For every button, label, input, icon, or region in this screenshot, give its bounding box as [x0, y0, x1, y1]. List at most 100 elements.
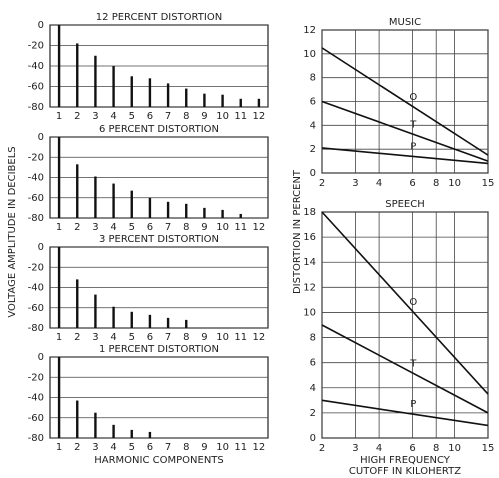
x-tick-label: 2 [319, 443, 325, 454]
line [321, 399, 489, 427]
y-tick-label: 2 [310, 408, 316, 419]
x-tick-label: 6 [409, 178, 415, 189]
x-tick-label: 12 [253, 332, 266, 343]
bar [203, 207, 206, 218]
bar [94, 55, 97, 107]
x-axis-label: HIGH FREQUENCY [360, 455, 451, 466]
bar [239, 98, 242, 107]
bar [130, 190, 133, 218]
x-tick-label: 8 [183, 111, 189, 122]
y-tick-label: 0 [38, 352, 44, 363]
x-tick-label: 11 [234, 442, 247, 453]
y-tick-label: 4 [310, 120, 316, 131]
y-tick-label: 12 [303, 25, 316, 36]
bar [239, 213, 242, 218]
x-tick-label: 6 [147, 111, 153, 122]
chart-title: 1 PERCENT DISTORTION [99, 344, 219, 355]
x-tick-label: 2 [74, 442, 80, 453]
x-tick-label: 6 [147, 442, 153, 453]
x-tick-label: 4 [110, 111, 116, 122]
series-label: O [409, 92, 417, 103]
y-tick-label: -60 [28, 82, 44, 93]
y-tick-label: -20 [28, 262, 44, 273]
series-label: P [410, 141, 416, 152]
x-tick-label: 9 [201, 332, 207, 343]
x-tick-label: 4 [110, 332, 116, 343]
y-tick-label: 0 [38, 20, 44, 31]
x-tick-label: 3 [92, 111, 98, 122]
bar [57, 137, 61, 218]
x-tick-label: 10 [216, 222, 229, 233]
x-tick-label: 3 [352, 443, 358, 454]
x-tick-label: 1 [56, 442, 62, 453]
x-tick-label: 1 [56, 222, 62, 233]
x-tick-label: 2 [74, 111, 80, 122]
bar [112, 66, 115, 107]
x-tick-label: 3 [352, 178, 358, 189]
x-tick-label: 3 [92, 222, 98, 233]
y-tick-label: 2 [310, 144, 316, 155]
line [321, 47, 489, 156]
x-tick-label: 12 [253, 442, 266, 453]
y-tick-label: -20 [28, 41, 44, 52]
x-tick-label: 8 [433, 443, 439, 454]
bar [185, 319, 188, 328]
x-tick-label: 11 [234, 332, 247, 343]
x-tick-label: 10 [448, 178, 461, 189]
x-tick-label: 5 [129, 332, 135, 343]
chart-title: SPEECH [385, 199, 425, 210]
series-label: O [409, 297, 417, 308]
bar [112, 424, 115, 438]
bar [130, 311, 133, 328]
bar [94, 176, 97, 218]
y-tick-label: 8 [310, 73, 316, 84]
x-tick-label: 5 [129, 442, 135, 453]
x-tick-label: 6 [409, 443, 415, 454]
y-tick-label: -40 [28, 393, 44, 404]
bar [57, 357, 61, 438]
y-tick-label: -60 [28, 303, 44, 314]
y-tick-label: 14 [303, 257, 316, 268]
y-tick-label: 6 [310, 97, 316, 108]
x-tick-label: 8 [183, 222, 189, 233]
y-tick-label: 8 [310, 333, 316, 344]
y-tick-label: 16 [303, 232, 316, 243]
bar [166, 201, 170, 218]
x-tick-label: 10 [448, 443, 461, 454]
bar [148, 197, 152, 218]
x-tick-label: 11 [234, 111, 247, 122]
x-axis-label: CUTOFF IN KILOHERTZ [349, 466, 461, 477]
x-tick-label: 4 [376, 443, 382, 454]
x-tick-label: 2 [74, 332, 80, 343]
bar [57, 247, 61, 328]
y-tick-label: 0 [38, 242, 44, 253]
bar [94, 294, 97, 328]
line [321, 324, 489, 414]
bar [76, 43, 79, 107]
x-tick-label: 8 [183, 332, 189, 343]
y-tick-label: 0 [38, 132, 44, 143]
x-tick-label: 15 [482, 178, 495, 189]
y-tick-label: 10 [303, 307, 316, 318]
x-tick-label: 10 [216, 332, 229, 343]
x-tick-label: 4 [110, 222, 116, 233]
x-tick-label: 12 [253, 111, 266, 122]
x-tick-label: 10 [216, 442, 229, 453]
chart-title: MUSIC [389, 17, 421, 28]
x-tick-label: 8 [433, 178, 439, 189]
y-tick-label: -40 [28, 61, 44, 72]
y-tick-label: -80 [28, 102, 44, 113]
bar [94, 412, 97, 438]
x-tick-label: 2 [319, 178, 325, 189]
x-tick-label: 7 [165, 442, 171, 453]
y-tick-label: -40 [28, 173, 44, 184]
x-tick-label: 4 [376, 178, 382, 189]
y-tick-label: 0 [310, 168, 316, 179]
x-tick-label: 1 [56, 332, 62, 343]
bar [112, 306, 115, 328]
bar [112, 183, 115, 218]
y-tick-label: -80 [28, 213, 44, 224]
y-tick-label: -80 [28, 323, 44, 334]
bar [76, 164, 79, 218]
